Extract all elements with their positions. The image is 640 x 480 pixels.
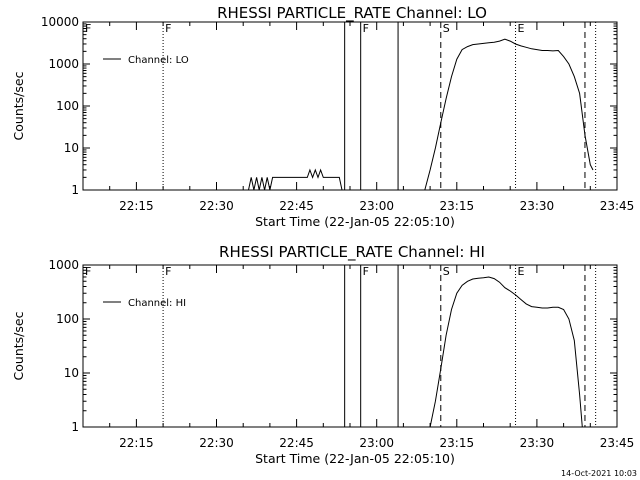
x-tick-label: 22:45 bbox=[279, 199, 314, 213]
x-tick-label: 23:45 bbox=[600, 436, 635, 450]
event-marker-label: F bbox=[165, 265, 171, 278]
y-tick-label: 1 bbox=[71, 420, 79, 434]
event-marker-label: E bbox=[518, 22, 525, 35]
data-series-line bbox=[424, 38, 594, 191]
x-tick-label: 23:45 bbox=[600, 199, 635, 213]
chart-lo: RHESSI PARTICLE_RATE Channel: LO 1 10 100 10… bbox=[11, 4, 634, 229]
x-tick-label: 22:30 bbox=[199, 199, 234, 213]
chart-title: RHESSI PARTICLE_RATE Channel: LO bbox=[217, 4, 487, 23]
y-axis-label: Counts/sec bbox=[11, 311, 26, 380]
data-series-line bbox=[429, 276, 583, 428]
x-tick-label: 23:15 bbox=[440, 436, 475, 450]
event-marker-label: S bbox=[443, 265, 450, 278]
x-axis-label: Start Time (22-Jan-05 22:05:10) bbox=[255, 451, 455, 466]
y-tick-label: 1 bbox=[71, 183, 79, 197]
x-tick-label: 22:30 bbox=[199, 436, 234, 450]
y-tick-label: 10 bbox=[64, 366, 79, 380]
y-tick-label: 10 bbox=[64, 141, 79, 155]
x-tick-label: 23:15 bbox=[440, 199, 475, 213]
event-marker-label: F bbox=[363, 265, 369, 278]
timestamp-label: 14-Oct-2021 10:03 bbox=[561, 469, 637, 478]
event-marker-label: F bbox=[363, 22, 369, 35]
event-marker-label: F bbox=[85, 22, 91, 35]
y-axis-label: Counts/sec bbox=[11, 71, 26, 140]
y-tick-label: 100 bbox=[56, 312, 79, 326]
legend-label: Channel: HI bbox=[128, 298, 186, 309]
event-marker-label: E bbox=[518, 265, 525, 278]
y-tick-label: 10000 bbox=[41, 15, 79, 29]
y-tick-label: 1000 bbox=[48, 57, 79, 71]
chart-hi: RHESSI PARTICLE_RATE Channel: HI 1 10 100 10… bbox=[11, 243, 634, 466]
x-tick-label: 23:00 bbox=[359, 436, 394, 450]
event-marker-label: F bbox=[165, 22, 171, 35]
x-tick-label: 23:30 bbox=[520, 199, 555, 213]
x-axis-label: Start Time (22-Jan-05 22:05:10) bbox=[255, 214, 455, 229]
y-tick-label: 1000 bbox=[48, 258, 79, 272]
x-tick-label: 23:00 bbox=[359, 199, 394, 213]
x-tick-label: 23:30 bbox=[520, 436, 555, 450]
event-marker-label: F bbox=[85, 265, 91, 278]
x-tick-label: 22:45 bbox=[279, 436, 314, 450]
chart-title: RHESSI PARTICLE_RATE Channel: HI bbox=[219, 243, 485, 262]
event-marker-label: S bbox=[443, 22, 450, 35]
legend-label: Channel: LO bbox=[128, 55, 189, 66]
data-series-line bbox=[248, 168, 343, 191]
x-tick-label: 22:15 bbox=[119, 199, 154, 213]
y-tick-label: 100 bbox=[56, 99, 79, 113]
x-tick-label: 22:15 bbox=[119, 436, 154, 450]
